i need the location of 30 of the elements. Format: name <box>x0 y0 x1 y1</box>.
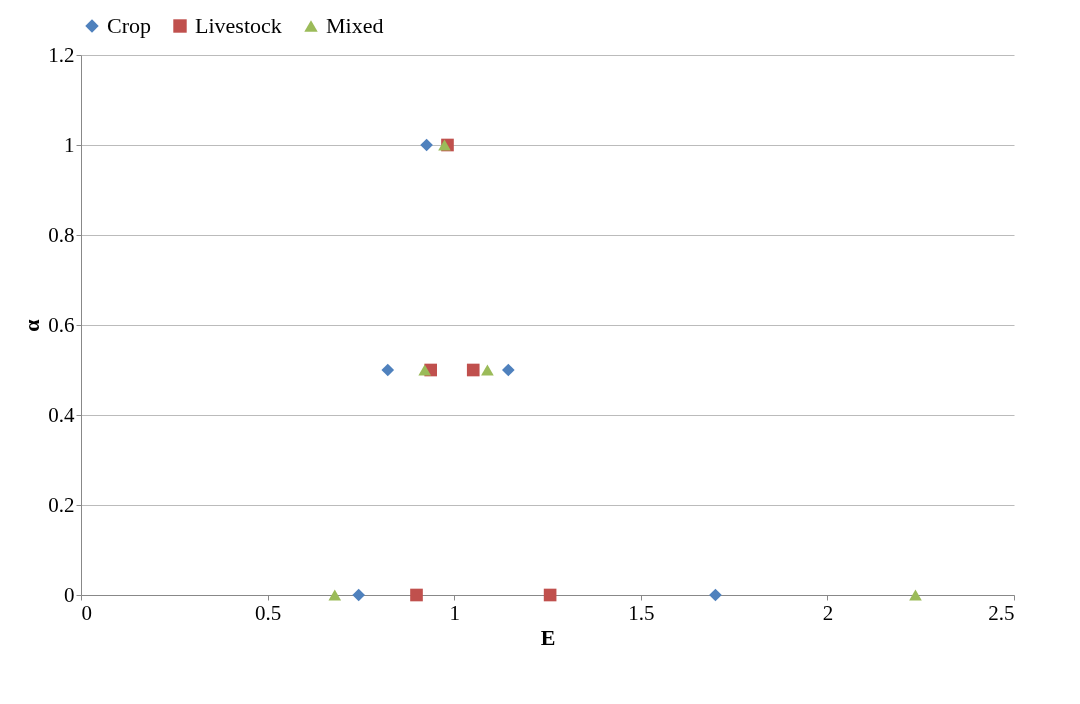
point <box>410 588 423 602</box>
point <box>909 589 922 601</box>
y-tick-label: 0.2 <box>48 492 75 517</box>
y-tick-label: 0.6 <box>48 312 75 337</box>
point <box>381 363 395 377</box>
point <box>466 363 480 377</box>
x-axis-title: E <box>540 624 556 650</box>
point <box>420 138 433 152</box>
y-tick-label: 0.4 <box>48 402 75 427</box>
legend-label: Livestock <box>195 13 282 38</box>
y-tick-label: 1.2 <box>48 42 75 67</box>
x-tick-label: 2 <box>822 600 834 625</box>
point <box>328 589 342 601</box>
y-axis-title: α <box>19 318 45 332</box>
point <box>501 363 515 377</box>
point <box>543 588 557 602</box>
x-tick-label: 1.5 <box>628 600 655 625</box>
point <box>352 588 365 602</box>
point <box>418 364 432 376</box>
x-tick-label: 0.5 <box>254 600 282 625</box>
legend-label: Crop <box>107 13 151 38</box>
x-tick-label: 1 <box>449 600 460 625</box>
point <box>709 588 722 602</box>
point <box>481 364 494 376</box>
legend-label: Mixed <box>326 13 384 38</box>
x-tick-label: 2.5 <box>988 600 1015 625</box>
y-tick-label: 0 <box>64 582 75 607</box>
y-tick-label: 1 <box>64 132 75 157</box>
y-tick-label: 0.8 <box>48 222 75 247</box>
x-tick-label: 0 <box>81 600 92 625</box>
